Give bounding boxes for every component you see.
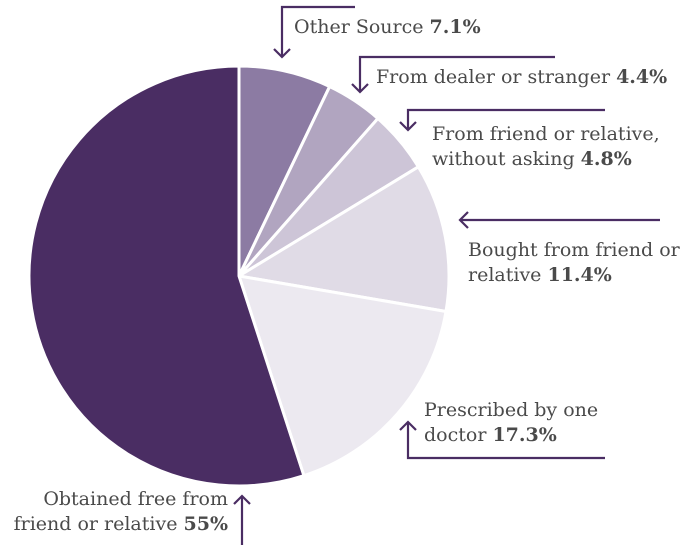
slice-label-line: Obtained free from bbox=[43, 488, 228, 510]
slice-value-label: 17.3% bbox=[492, 424, 556, 446]
slice-label-line: From friend or relative, bbox=[432, 123, 660, 145]
slice-label-line: From dealer or stranger bbox=[376, 66, 616, 88]
slice-label-5: Obtained free from friend or relative 55% bbox=[14, 488, 228, 535]
leader-arrowhead-4 bbox=[399, 420, 417, 431]
pie-slice-5 bbox=[27, 64, 306, 488]
slice-labels: Other Source 7.1% From dealer or stranger… bbox=[14, 16, 681, 535]
slice-label-4: Prescribed by one doctor 17.3% bbox=[424, 399, 598, 446]
leader-arrowhead-3 bbox=[458, 211, 469, 229]
slice-label-2: From friend or relative, without asking 4… bbox=[432, 123, 660, 170]
leader-arrowhead-1 bbox=[351, 83, 369, 94]
leader-prescribed bbox=[406, 422, 605, 460]
leader-other-source bbox=[280, 5, 355, 57]
slice-value-label: 4.8% bbox=[581, 148, 632, 170]
leader-dealer-stranger bbox=[358, 55, 555, 92]
leader-friend-without-asking bbox=[406, 108, 605, 130]
slice-label-line: Prescribed by one bbox=[424, 399, 598, 421]
leader-arrowhead-0 bbox=[273, 48, 291, 59]
slice-label-line: relative bbox=[468, 264, 547, 286]
slice-label-1: From dealer or stranger 4.4% bbox=[376, 66, 667, 88]
slice-label-3: Bought from friend or relative 11.4% bbox=[468, 239, 681, 286]
slice-label-line: Other Source bbox=[294, 16, 430, 38]
pie-slice-4 bbox=[237, 274, 448, 478]
slice-label-line: Bought from friend or bbox=[468, 239, 681, 261]
leader-arrowhead-5 bbox=[233, 494, 251, 505]
pie-slices bbox=[27, 64, 451, 488]
slice-label-0: Other Source 7.1% bbox=[294, 16, 481, 38]
slice-label-line: friend or relative bbox=[14, 513, 184, 535]
slice-value-label: 11.4% bbox=[547, 264, 611, 286]
slice-label-line: without asking bbox=[432, 148, 581, 170]
slice-value-label: 55% bbox=[184, 513, 229, 535]
slice-label-line: doctor bbox=[424, 424, 492, 446]
slice-value-label: 4.4% bbox=[616, 66, 667, 88]
leader-arrowhead-2 bbox=[399, 121, 417, 132]
slice-value-label: 7.1% bbox=[430, 16, 481, 38]
pie-slice-3 bbox=[237, 165, 451, 313]
leader-arrows bbox=[233, 5, 660, 545]
